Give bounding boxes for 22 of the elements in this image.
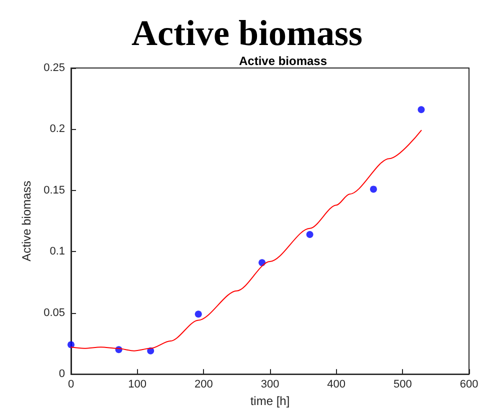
point xyxy=(306,231,314,238)
x-tick-label: 300 xyxy=(260,378,280,391)
y-tick-label: 0.05 xyxy=(44,306,65,319)
x-tick-label: 400 xyxy=(327,378,346,391)
chart-title: Active biomass xyxy=(132,13,362,53)
y-tick-label: 0.2 xyxy=(50,123,65,136)
y-tick-label: 0.25 xyxy=(44,62,65,74)
point xyxy=(418,106,425,114)
x-tick-label: 100 xyxy=(128,378,147,391)
point xyxy=(68,341,74,348)
x-tick-label: 600 xyxy=(460,378,478,391)
y-axis-title: Active biomass xyxy=(20,180,34,262)
y-tick-label: 0.1 xyxy=(50,246,65,258)
y-tick-label: 0 xyxy=(58,368,65,380)
y-tick-label: 0.15 xyxy=(44,184,65,196)
x-tick-label: 500 xyxy=(393,378,412,391)
point xyxy=(194,310,202,318)
point xyxy=(370,186,377,193)
x-axis-title: time [h] xyxy=(250,394,290,408)
chart-subtitle: Active biomass xyxy=(238,54,328,68)
x-tick-label: 200 xyxy=(194,378,213,391)
x-tick-label: 0 xyxy=(68,378,74,391)
